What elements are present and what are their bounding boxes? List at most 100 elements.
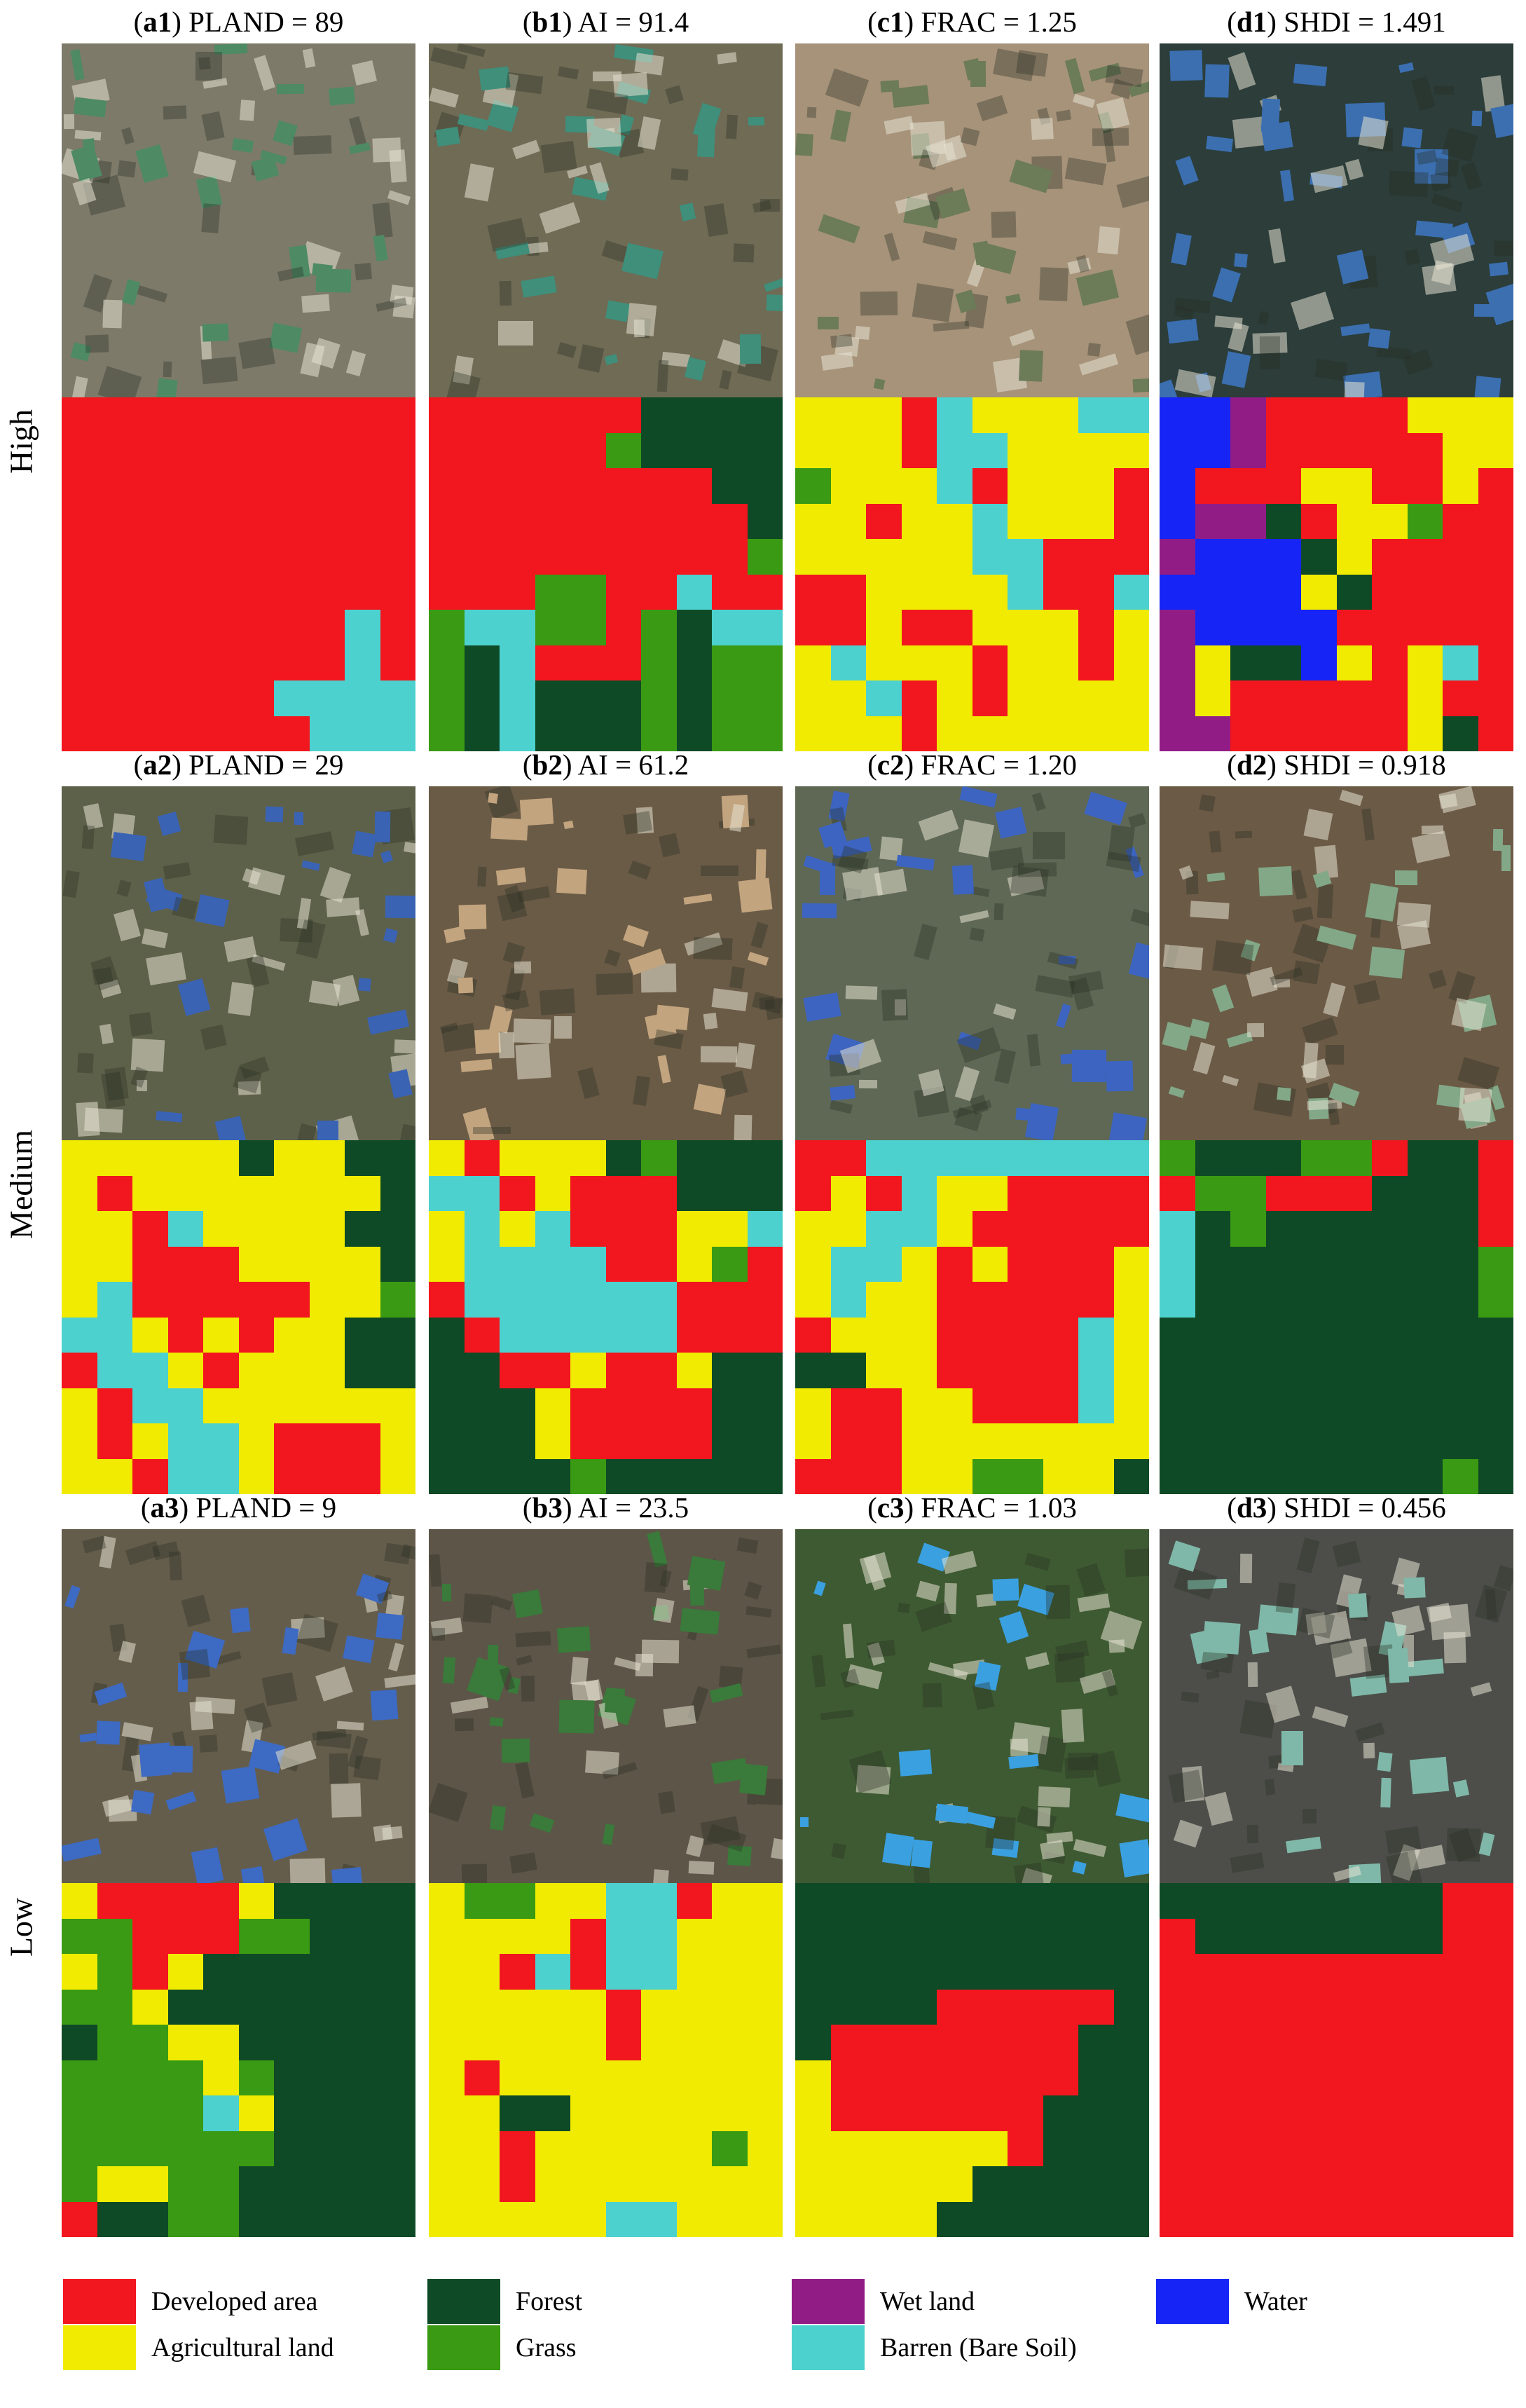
landcover-cell: [866, 1317, 902, 1353]
landcover-cell: [605, 2095, 641, 2131]
landcover-cell: [1336, 2201, 1372, 2237]
landcover-cell: [1195, 1282, 1230, 1318]
landcover-cell: [676, 2166, 712, 2202]
landcover-cell: [605, 1211, 641, 1247]
landcover-cell: [866, 2095, 902, 2131]
landcover-cell: [62, 1317, 97, 1353]
legend-label-grass: Grass: [516, 2333, 577, 2362]
landcover-cell: [830, 1918, 866, 1954]
landcover-cell: [464, 1317, 500, 1353]
landcover-cell: [1078, 645, 1114, 680]
legend-label-water: Water: [1244, 2287, 1307, 2316]
landcover-cell: [464, 2095, 500, 2131]
landcover-cell: [641, 397, 677, 433]
landcover-cell: [1301, 1140, 1337, 1176]
landcover-cell: [1301, 645, 1337, 680]
landcover-cell: [1443, 1175, 1478, 1211]
landcover-cell: [429, 2201, 465, 2237]
landcover-cell: [1265, 1954, 1301, 1990]
landcover-cell: [1230, 1282, 1266, 1318]
landcover-cell: [1230, 610, 1266, 645]
landcover-cell: [167, 2166, 203, 2202]
landcover-cell: [238, 1388, 274, 1423]
landcover-cell: [203, 645, 239, 680]
landcover-cell: [795, 1423, 831, 1459]
landcover-cell: [1301, 610, 1337, 645]
landcover-cell: [1113, 1918, 1149, 1954]
landcover-cell: [830, 716, 866, 751]
landcover-cell: [830, 1353, 866, 1388]
landcover-cell: [1407, 1883, 1443, 1919]
landcover-cell: [1160, 2130, 1195, 2166]
landcover-cell: [605, 2060, 641, 2095]
landcover-cell: [1008, 2130, 1043, 2166]
landcover-cell: [972, 432, 1008, 468]
landcover-cell: [535, 2201, 570, 2237]
landcover-cell: [795, 680, 831, 716]
landcover-cell: [747, 1954, 783, 1990]
landcover-cell: [1078, 1175, 1114, 1211]
landcover-cell: [309, 2095, 345, 2131]
panel-metric: SHDI = 0.918: [1284, 748, 1446, 781]
landcover-cell: [97, 2060, 132, 2095]
landcover-cell: [429, 1954, 465, 1990]
landcover-cell: [535, 680, 570, 716]
landcover-cell: [1078, 1458, 1114, 1494]
landcover-cell: [62, 1353, 97, 1388]
landcover-cell: [605, 1954, 641, 1990]
landcover-cell: [1372, 1989, 1408, 2025]
landcover-cell: [1195, 1317, 1230, 1353]
landcover-cell: [1372, 1140, 1408, 1176]
landcover-cell: [238, 1918, 274, 1954]
landcover-cell: [1113, 2025, 1149, 2060]
landcover-cell: [535, 468, 570, 504]
landcover-cell: [464, 1246, 500, 1282]
landcover-cell: [866, 2130, 902, 2166]
landcover-cell: [1230, 680, 1266, 716]
landcover-cell: [866, 1246, 902, 1282]
landcover-cell: [1336, 539, 1372, 575]
landcover-cell: [1407, 1211, 1443, 1247]
landcover-cell: [1443, 1458, 1478, 1494]
landcover-cell: [132, 1211, 168, 1247]
landcover-cell: [1113, 397, 1149, 433]
landcover-cell: [309, 2201, 345, 2237]
landcover-cell: [676, 574, 712, 610]
landcover-cell: [1113, 1989, 1149, 2025]
landcover-cell: [747, 1458, 783, 1494]
landcover-cell: [167, 2095, 203, 2131]
landcover-cell: [1443, 1989, 1478, 2025]
panel-c3: (c3) FRAC = 1.03: [795, 1486, 1149, 2237]
landcover-cell: [429, 680, 465, 716]
landcover-cell: [1301, 397, 1337, 433]
landcover-map-b1: [429, 397, 783, 751]
landcover-cell: [345, 1353, 380, 1388]
landcover-cell: [1008, 2025, 1043, 2060]
landcover-cell: [309, 2060, 345, 2095]
landcover-cell: [167, 2201, 203, 2237]
landcover-cell: [570, 1175, 606, 1211]
landcover-cell: [380, 503, 415, 539]
landcover-cell: [1195, 2130, 1230, 2166]
landcover-cell: [238, 1954, 274, 1990]
landcover-cell: [429, 432, 465, 468]
landcover-cell: [830, 1423, 866, 1459]
landcover-cell: [1008, 2060, 1043, 2095]
landcover-cell: [1265, 1140, 1301, 1176]
landcover-cell: [747, 539, 783, 575]
landcover-cell: [464, 1918, 500, 1954]
landcover-cell: [1043, 680, 1078, 716]
landcover-cell: [1113, 1388, 1149, 1423]
landcover-cell: [535, 2025, 570, 2060]
legend-swatch-grass: [427, 2325, 500, 2370]
landcover-cell: [901, 1353, 937, 1388]
landcover-cell: [830, 1458, 866, 1494]
landcover-cell: [1078, 1282, 1114, 1318]
landcover-cell: [570, 2166, 606, 2202]
landcover-cell: [62, 680, 97, 716]
landcover-cell: [795, 1918, 831, 1954]
landcover-cell: [712, 1282, 748, 1318]
landcover-cell: [1407, 610, 1443, 645]
landcover-cell: [795, 432, 831, 468]
landcover-cell: [937, 2025, 972, 2060]
